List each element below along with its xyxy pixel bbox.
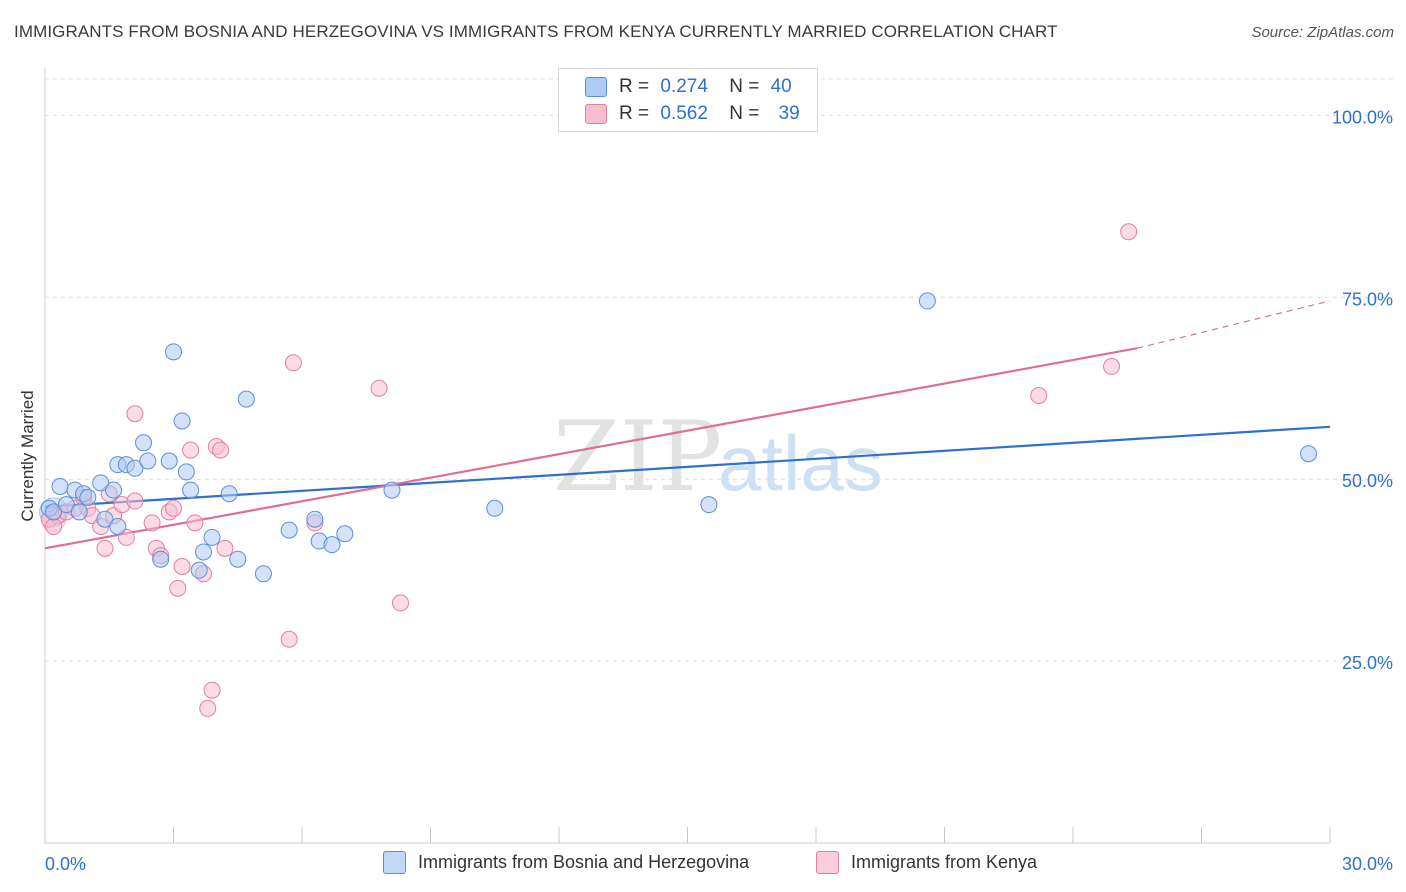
point-bosnia <box>280 521 298 539</box>
point-bosnia <box>177 463 195 481</box>
point-bosnia <box>92 474 110 492</box>
y-tick-labels: 25.0% 50.0% 75.0% 100.0% <box>1332 107 1393 673</box>
point-bosnia <box>173 412 191 430</box>
x-tick-label: 30.0% <box>1342 854 1393 874</box>
point-bosnia <box>126 459 144 477</box>
point-bosnia <box>160 452 178 470</box>
point-bosnia <box>229 550 247 568</box>
y-tick-label: 50.0% <box>1342 471 1393 491</box>
point-bosnia <box>190 561 208 579</box>
point-bosnia <box>152 550 170 568</box>
point-kenya <box>45 517 63 535</box>
point-bosnia <box>79 488 97 506</box>
legend-swatch-bosnia <box>585 77 607 97</box>
r-label: R = <box>619 103 650 124</box>
x-tick-labels: 0.0% 30.0% <box>45 854 1393 874</box>
point-kenya <box>280 630 298 648</box>
chart-title: IMMIGRANTS FROM BOSNIA AND HERZEGOVINA V… <box>14 22 1058 41</box>
point-kenya <box>182 441 200 459</box>
point-kenya <box>284 354 302 372</box>
point-bosnia <box>57 496 75 514</box>
point-kenya <box>212 441 230 459</box>
trendline-kenya <box>44 347 1138 550</box>
point-bosnia <box>70 503 88 521</box>
point-bosnia <box>96 510 114 528</box>
point-bosnia <box>1300 445 1318 463</box>
n-label: N = <box>729 103 760 124</box>
point-bosnia <box>135 434 153 452</box>
r-value-kenya: 0.562 <box>660 103 708 124</box>
grid-lines <box>45 78 1393 662</box>
point-kenya <box>203 681 221 699</box>
point-kenya <box>165 499 182 517</box>
point-bosnia <box>51 477 69 495</box>
watermark: ZIP atlas <box>553 401 883 513</box>
point-kenya <box>199 699 217 717</box>
point-bosnia <box>306 510 324 528</box>
point-kenya <box>126 405 144 423</box>
point-bosnia <box>700 496 718 514</box>
trend-lines <box>44 300 1331 550</box>
source-credit: Source: ZipAtlas.com <box>1251 24 1394 41</box>
point-bosnia <box>918 292 936 310</box>
n-value-bosnia: 40 <box>770 76 792 97</box>
n-value-kenya: 39 <box>778 103 800 124</box>
axes <box>44 68 1331 844</box>
point-bosnia <box>203 528 221 546</box>
point-bosnia <box>139 452 157 470</box>
trendline-kenya-extension <box>1137 300 1331 349</box>
point-bosnia <box>486 499 504 517</box>
series-legend: Immigrants from Bosnia and Herzegovina I… <box>0 851 1406 877</box>
point-kenya <box>173 558 191 576</box>
point-bosnia <box>383 481 401 499</box>
point-bosnia <box>254 565 272 583</box>
point-bosnia <box>323 536 341 554</box>
legend-swatch-kenya <box>585 104 607 124</box>
watermark-zip: ZIP <box>553 401 722 513</box>
data-points <box>39 223 1318 717</box>
point-kenya <box>216 539 234 557</box>
point-kenya <box>126 492 144 510</box>
legend-swatch-bosnia <box>383 851 406 874</box>
r-value-bosnia: 0.274 <box>660 76 708 97</box>
point-kenya <box>169 579 187 597</box>
r-label: R = <box>619 76 650 97</box>
point-bosnia <box>194 543 212 561</box>
point-kenya <box>1103 357 1121 375</box>
x-tick-label: 0.0% <box>45 854 86 874</box>
point-kenya <box>1120 223 1138 241</box>
trendline-bosnia <box>44 425 1331 508</box>
legend-item-kenya: Immigrants from Kenya <box>816 851 1037 874</box>
correlation-legend: R = 0.274 N = 40 R = 0.562 N = 39 <box>558 68 818 132</box>
n-label: N = <box>729 76 760 97</box>
point-bosnia <box>220 485 238 503</box>
point-bosnia <box>105 481 123 499</box>
point-kenya <box>186 514 204 532</box>
point-bosnia <box>237 390 255 408</box>
point-kenya <box>96 539 114 557</box>
point-kenya <box>392 594 410 612</box>
legend-label-bosnia: Immigrants from Bosnia and Herzegovina <box>418 852 750 872</box>
legend-label-kenya: Immigrants from Kenya <box>851 852 1038 872</box>
legend-swatch-kenya <box>816 851 839 874</box>
y-tick-label: 100.0% <box>1332 107 1393 127</box>
point-kenya <box>1030 387 1048 405</box>
y-tick-label: 75.0% <box>1342 289 1393 309</box>
point-bosnia <box>336 525 354 543</box>
legend-item-bosnia: Immigrants from Bosnia and Herzegovina <box>383 851 749 874</box>
point-bosnia <box>182 481 200 499</box>
point-kenya <box>143 514 161 532</box>
point-kenya <box>370 379 388 397</box>
y-tick-label: 25.0% <box>1342 653 1393 673</box>
point-bosnia <box>165 343 182 361</box>
y-axis-label: Currently Married <box>18 390 37 521</box>
point-bosnia <box>45 503 63 521</box>
point-bosnia <box>109 517 127 535</box>
